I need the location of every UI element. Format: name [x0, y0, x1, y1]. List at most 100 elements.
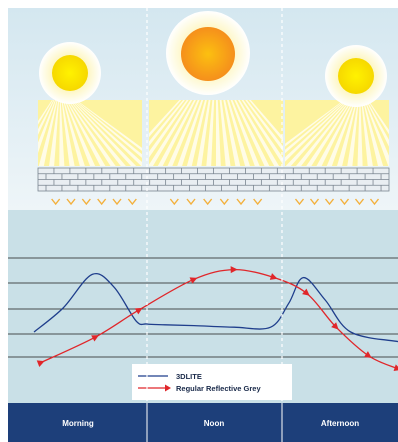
light-ray — [149, 100, 189, 158]
data-point-reflective — [91, 335, 99, 342]
data-point-reflective — [269, 273, 278, 280]
data-point-reflective — [36, 360, 45, 367]
light-ray — [38, 100, 53, 125]
footer-label-morning: Morning — [62, 419, 94, 428]
data-point-reflective — [364, 351, 372, 358]
chevron-down-icon — [51, 198, 61, 206]
light-ray — [285, 100, 350, 166]
legend: 3DLITE Regular Reflective Grey — [132, 364, 292, 400]
chevron-down-icon — [169, 198, 179, 206]
chevron-down-icon — [369, 198, 380, 206]
light-ray — [306, 100, 353, 166]
light-ray — [196, 100, 211, 166]
light-ray — [230, 100, 260, 166]
footer-bar — [8, 403, 398, 442]
light-ray — [186, 100, 207, 166]
light-ray — [49, 100, 60, 166]
light-ray — [316, 100, 355, 166]
light-ray — [219, 100, 231, 166]
light-ray — [347, 100, 359, 166]
light-ray — [59, 100, 65, 166]
legend-label-3dlite: 3DLITE — [176, 372, 202, 381]
light-ray — [296, 100, 351, 166]
ray-panel-noon — [149, 100, 283, 166]
light-ray — [226, 100, 250, 166]
footer-label-afternoon: Afternoon — [321, 419, 359, 428]
light-ray — [67, 100, 116, 166]
light-ray — [149, 100, 185, 147]
light-ray — [64, 100, 96, 166]
light-ray — [357, 100, 363, 166]
sun-icon-morning — [39, 42, 101, 104]
chevron-down-icon — [97, 198, 107, 206]
series-line-reflective — [41, 268, 398, 370]
chevron-down-icon — [339, 198, 350, 206]
light-ray — [241, 100, 283, 165]
light-ray — [285, 100, 347, 154]
light-ray — [66, 100, 106, 166]
facade-grid — [37, 167, 390, 192]
ray-panel-morning — [38, 100, 142, 166]
chevron-down-icon — [127, 198, 137, 206]
chevron-down-icon — [219, 198, 229, 206]
chevron-down-icon — [294, 198, 305, 206]
light-ray — [75, 100, 142, 151]
light-ray — [237, 100, 280, 166]
chevron-down-icon — [324, 198, 335, 206]
sun-icon-afternoon — [325, 45, 387, 107]
data-point-reflective — [302, 288, 310, 296]
light-ray — [206, 100, 215, 166]
sun-icon-noon — [166, 11, 250, 95]
light-ray — [326, 100, 356, 166]
light-ray — [72, 100, 142, 166]
data-point-reflective — [331, 322, 339, 330]
light-ray — [245, 100, 283, 152]
light-ray — [149, 100, 182, 138]
legend-marker-reflective — [165, 384, 171, 392]
light-ray — [61, 100, 75, 166]
light-ray — [69, 100, 126, 166]
data-point-reflective — [134, 307, 143, 315]
chevron-down-icon — [309, 198, 320, 206]
ray-panel-afternoon — [285, 100, 389, 166]
light-ray — [167, 100, 200, 166]
chevron-down-icon — [253, 198, 263, 206]
light-ray — [216, 100, 221, 166]
light-ray — [38, 100, 58, 166]
data-point-reflective — [189, 277, 198, 284]
chevron-down-icon — [186, 198, 196, 206]
light-ray — [63, 100, 85, 166]
chevron-down-icon — [203, 198, 213, 206]
chevron-down-icon — [112, 198, 122, 206]
legend-label-reflective: Regular Reflective Grey — [176, 384, 261, 393]
chevron-down-icon — [66, 198, 76, 206]
light-ray — [234, 100, 270, 166]
data-point-reflective — [393, 364, 398, 372]
chevron-row — [51, 198, 380, 206]
light-ray — [38, 100, 56, 154]
series-markers-reflective — [36, 266, 398, 372]
light-ray — [248, 100, 283, 142]
light-ray — [149, 100, 193, 166]
light-ray — [70, 100, 137, 166]
light-ray — [285, 100, 348, 162]
light-ray — [223, 100, 241, 166]
light-ray — [177, 100, 204, 166]
series-line-3dlite — [33, 272, 398, 343]
light-ray — [285, 100, 345, 147]
light-ray — [362, 100, 384, 166]
light-ray — [38, 100, 55, 135]
chevron-down-icon — [354, 198, 365, 206]
data-point-reflective — [230, 266, 238, 274]
light-ray — [157, 100, 196, 166]
light-ray — [337, 100, 358, 166]
light-ray — [367, 100, 389, 135]
light-ray — [365, 100, 389, 147]
light-ray — [361, 100, 373, 166]
light-ray — [364, 100, 389, 166]
light-ray — [74, 100, 142, 158]
chevron-down-icon — [236, 198, 246, 206]
chevron-down-icon — [81, 198, 91, 206]
chart-gridlines — [8, 257, 398, 358]
